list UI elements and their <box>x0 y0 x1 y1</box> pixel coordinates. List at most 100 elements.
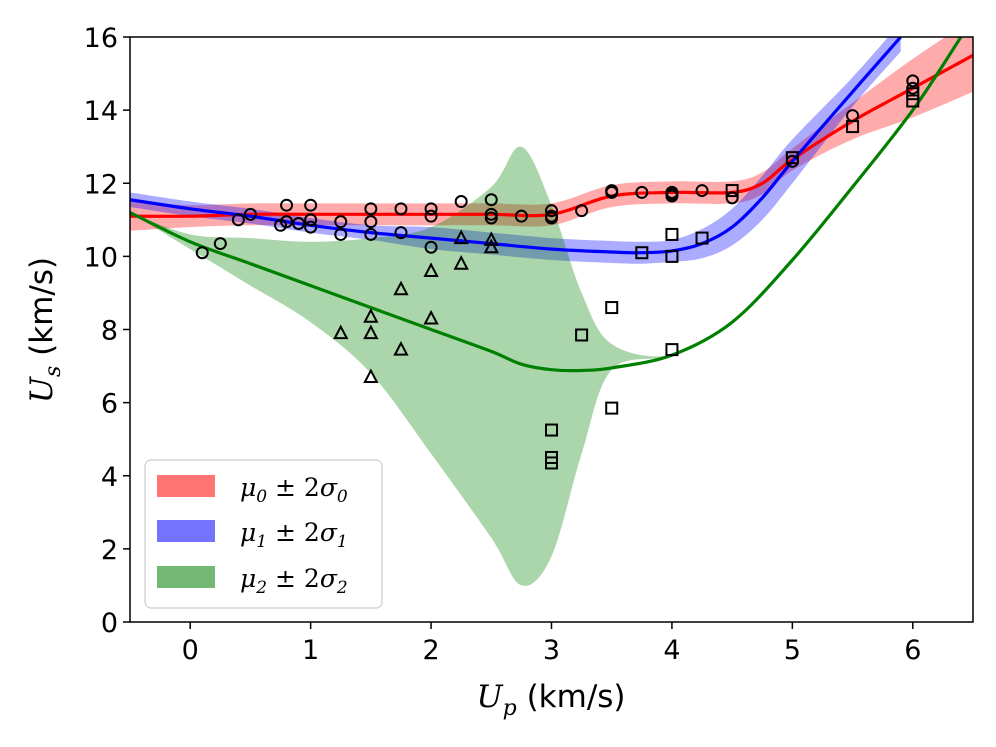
circle-marker <box>231 213 245 227</box>
circle-marker <box>280 198 294 212</box>
circle-marker <box>484 211 498 225</box>
circle-marker <box>514 209 528 223</box>
line-mu2 <box>130 37 963 373</box>
triangle-marker <box>393 340 409 356</box>
square-marker <box>665 343 679 357</box>
y-tick-label: 12 <box>84 169 118 200</box>
circle-marker <box>454 195 468 209</box>
square-marker <box>545 423 558 437</box>
legend-swatch-mu2 <box>157 566 215 588</box>
triangle-marker <box>453 255 469 270</box>
circle-marker <box>195 246 209 260</box>
circle-marker <box>424 209 438 223</box>
square-marker <box>785 151 799 165</box>
y-tick-label: 0 <box>101 608 118 639</box>
triangle-marker <box>483 231 499 246</box>
square-marker <box>846 120 860 134</box>
y-tick-label: 4 <box>101 462 118 493</box>
square-marker <box>725 184 739 198</box>
y-tick-label: 6 <box>101 389 118 420</box>
square-marker <box>665 227 679 241</box>
triangle-marker <box>483 238 499 254</box>
circle-marker <box>364 202 378 216</box>
square-marker <box>665 249 679 263</box>
circle-marker <box>424 202 438 216</box>
triangle-marker <box>333 324 349 340</box>
legend-swatch-mu1 <box>157 520 215 542</box>
observation-markers <box>195 74 920 470</box>
square-marker <box>605 401 619 415</box>
triangle-marker <box>393 280 409 296</box>
x-axis-label-unit: (km/s) <box>517 679 626 715</box>
circle-marker <box>292 216 306 230</box>
circle-marker <box>906 74 920 88</box>
square-marker <box>695 231 709 245</box>
square-marker <box>545 456 558 470</box>
x-tick-label: 2 <box>422 635 439 666</box>
x-axis-label-main: U <box>476 679 503 715</box>
x-axis-ticks: 0 1 2 3 4 5 6 <box>182 622 921 666</box>
square-marker <box>635 246 649 260</box>
x-axis-label-sub: p <box>503 696 517 721</box>
circle-marker <box>304 220 318 234</box>
y-tick-label: 2 <box>101 535 118 566</box>
circle-marker <box>725 191 739 205</box>
square-marker <box>906 87 920 101</box>
legend-label-mu0: μ0 ± 2σ0 <box>240 473 348 507</box>
circle-marker <box>605 184 619 198</box>
circle-marker <box>213 237 227 251</box>
legend-label-mu1: μ1 ± 2σ1 <box>240 518 348 552</box>
circle-marker <box>334 215 348 229</box>
x-tick-label: 1 <box>302 635 319 666</box>
x-axis-label: Up (km/s) <box>476 679 625 721</box>
x-tick-label: 0 <box>182 635 199 666</box>
square-marker <box>575 328 589 342</box>
circle-marker <box>695 184 709 198</box>
circle-marker <box>665 189 679 203</box>
circle-marker <box>424 240 438 254</box>
line-mu0 <box>130 53 973 218</box>
circle-marker <box>484 193 498 207</box>
triangle-marker <box>363 308 379 323</box>
square-marker <box>605 301 619 315</box>
y-tick-label: 16 <box>84 23 118 54</box>
circle-marker <box>394 226 408 240</box>
circle-marker <box>364 215 378 229</box>
triangle-marker <box>363 368 379 384</box>
legend-swatch-mu0 <box>157 475 215 497</box>
y-tick-label: 10 <box>84 242 118 273</box>
y-axis-label-unit: (km/s) <box>24 257 60 366</box>
y-tick-label: 14 <box>84 96 118 127</box>
triangle-marker <box>423 262 439 277</box>
x-tick-label: 4 <box>663 635 680 666</box>
mean-lines <box>130 37 973 373</box>
x-tick-label: 5 <box>784 635 801 666</box>
circle-marker <box>575 204 589 218</box>
legend-label-mu2: μ2 ± 2σ2 <box>240 564 348 598</box>
line-mu1 <box>130 37 902 255</box>
circle-marker <box>334 227 348 241</box>
circle-marker <box>545 211 558 225</box>
y-axis-label-sub: s <box>41 366 66 377</box>
legend: μ0 ± 2σ0 μ1 ± 2σ1 μ2 ± 2σ2 <box>144 459 383 609</box>
circle-marker <box>304 213 318 227</box>
triangle-marker <box>363 324 379 340</box>
square-marker <box>906 94 920 108</box>
x-tick-label: 6 <box>904 635 921 666</box>
y-axis-label-main: U <box>24 376 60 403</box>
circle-marker <box>545 204 558 218</box>
circle-marker <box>243 207 257 221</box>
y-tick-label: 8 <box>101 316 118 347</box>
y-axis-label: Us (km/s) <box>24 257 66 403</box>
circle-marker <box>635 185 649 199</box>
circle-marker <box>364 227 378 241</box>
triangle-marker <box>453 229 469 245</box>
y-axis-ticks: 0 2 4 6 8 10 12 14 16 <box>84 23 130 639</box>
circle-marker <box>280 215 294 229</box>
circle-marker <box>484 207 498 221</box>
circle-marker <box>394 202 408 216</box>
x-tick-label: 3 <box>543 635 560 666</box>
circle-marker <box>665 185 679 199</box>
triangle-marker <box>423 309 439 325</box>
